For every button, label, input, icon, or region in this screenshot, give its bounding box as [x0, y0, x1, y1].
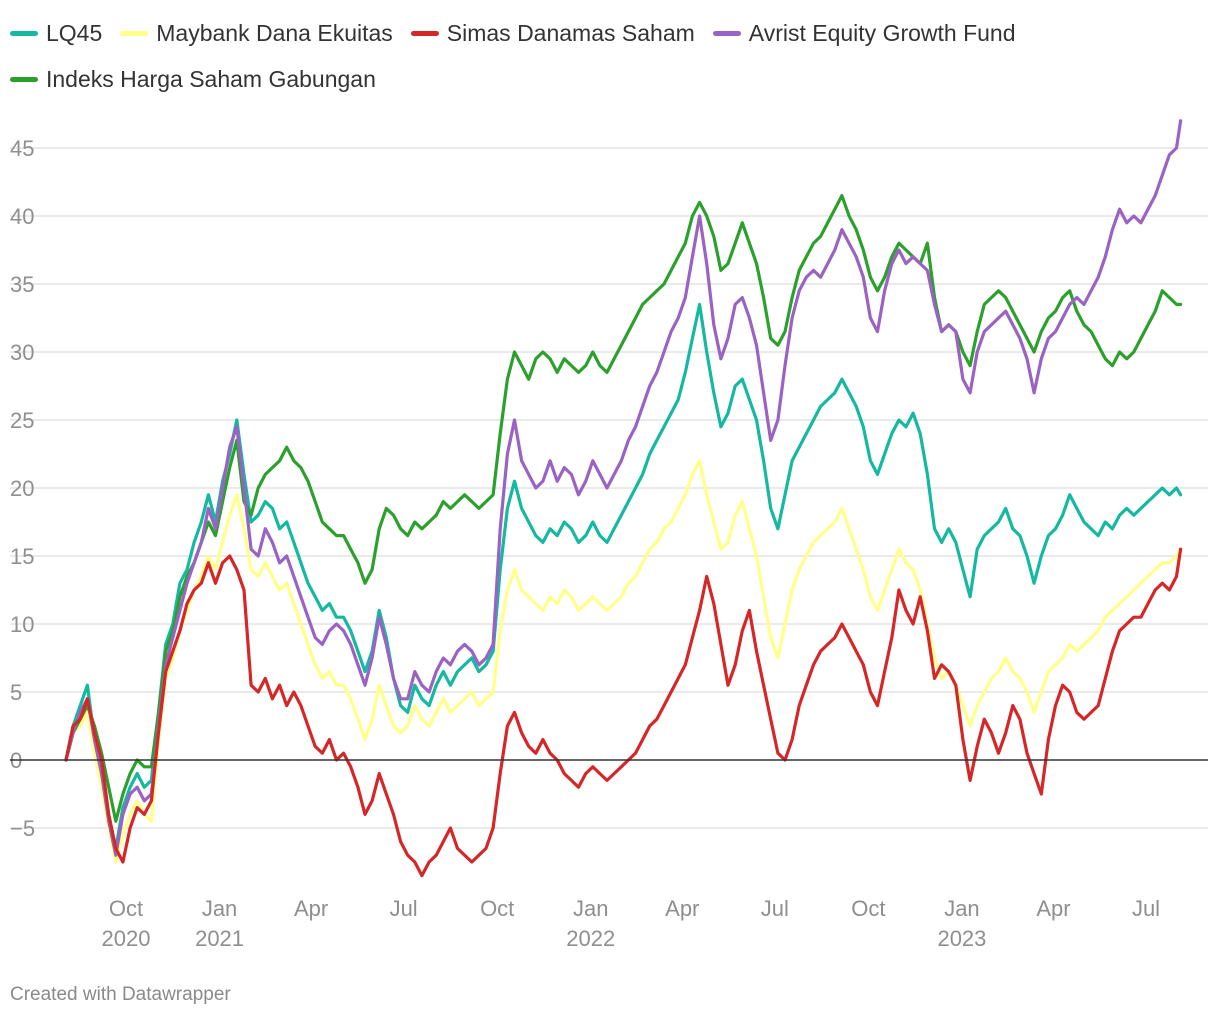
y-tick-label: 40 [10, 204, 34, 229]
legend-row-1: LQ45 Maybank Dana Ekuitas Simas Danamas … [10, 10, 1190, 56]
legend-swatch-lq45 [10, 30, 38, 36]
legend-label-avrist: Avrist Equity Growth Fund [748, 19, 1016, 46]
series-line-indeks-harga-saham-gabungan [64, 194, 1183, 823]
series-line-avrist-equity-growth-fund [64, 119, 1183, 857]
x-tick-label: Jan [202, 896, 237, 921]
x-axis-ticks: Oct 2020 Jan 2021 Apr Jul Oct Jan 2022 Apr Jul Oct J… [102, 896, 1161, 951]
y-tick-label: 45 [10, 136, 34, 161]
y-tick-label: 20 [10, 476, 34, 501]
x-tick-label: Jul [390, 896, 418, 921]
legend-label-ihsg: Indeks Harga Saham Gabungan [46, 65, 376, 92]
legend-item-avrist: Avrist Equity Growth Fund [712, 19, 1016, 47]
legend-item-maybank: Maybank Dana Ekuitas [120, 20, 393, 47]
x-tick-label: Apr [665, 896, 699, 921]
x-tick-year: 2022 [566, 926, 615, 951]
legend-swatch-simas [410, 30, 439, 36]
y-tick-label: 5 [10, 680, 22, 705]
x-tick-label: Apr [1036, 896, 1070, 921]
legend-swatch-maybank [120, 30, 149, 36]
y-tick-label: 35 [10, 272, 34, 297]
gridlines [10, 147, 1208, 829]
legend-swatch-ihsg [10, 76, 38, 82]
x-tick-label: Oct [480, 896, 514, 921]
series-line-lq45 [64, 302, 1183, 850]
legend-swatch-avrist [712, 30, 741, 36]
legend-item-ihsg: Indeks Harga Saham Gabungan [10, 66, 376, 93]
footer-credit: Created with Datawrapper [10, 984, 231, 1005]
x-tick-label: Oct [851, 896, 885, 921]
x-tick-label: Oct [109, 896, 143, 921]
legend-label-maybank: Maybank Dana Ekuitas [156, 19, 393, 46]
y-tick-label: 15 [10, 544, 34, 569]
chart-legend: LQ45 Maybank Dana Ekuitas Simas Danamas … [10, 10, 1190, 102]
legend-row-2: Indeks Harga Saham Gabungan [10, 56, 1190, 102]
x-tick-label: Jul [761, 896, 789, 921]
legend-label-lq45: LQ45 [46, 19, 103, 46]
legend-label-simas: Simas Danamas Saham [446, 19, 695, 46]
series-lines [64, 119, 1183, 878]
x-tick-year: 2021 [195, 926, 244, 951]
x-tick-year: 2023 [937, 926, 986, 951]
x-tick-label: Apr [294, 896, 328, 921]
y-tick-label: 10 [10, 612, 34, 637]
y-tick-label: 25 [10, 408, 34, 433]
x-tick-label: Jul [1132, 896, 1160, 921]
series-line-maybank-dana-ekuitas [64, 459, 1183, 864]
y-tick-label: 30 [10, 340, 34, 365]
legend-item-lq45: LQ45 [10, 20, 102, 47]
series-line-simas-danamas-saham [64, 547, 1183, 878]
x-tick-label: Jan [944, 896, 979, 921]
x-tick-year: 2020 [102, 926, 151, 951]
y-tick-label: −5 [10, 816, 35, 841]
legend-item-simas: Simas Danamas Saham [410, 19, 695, 47]
x-tick-label: Jan [573, 896, 608, 921]
